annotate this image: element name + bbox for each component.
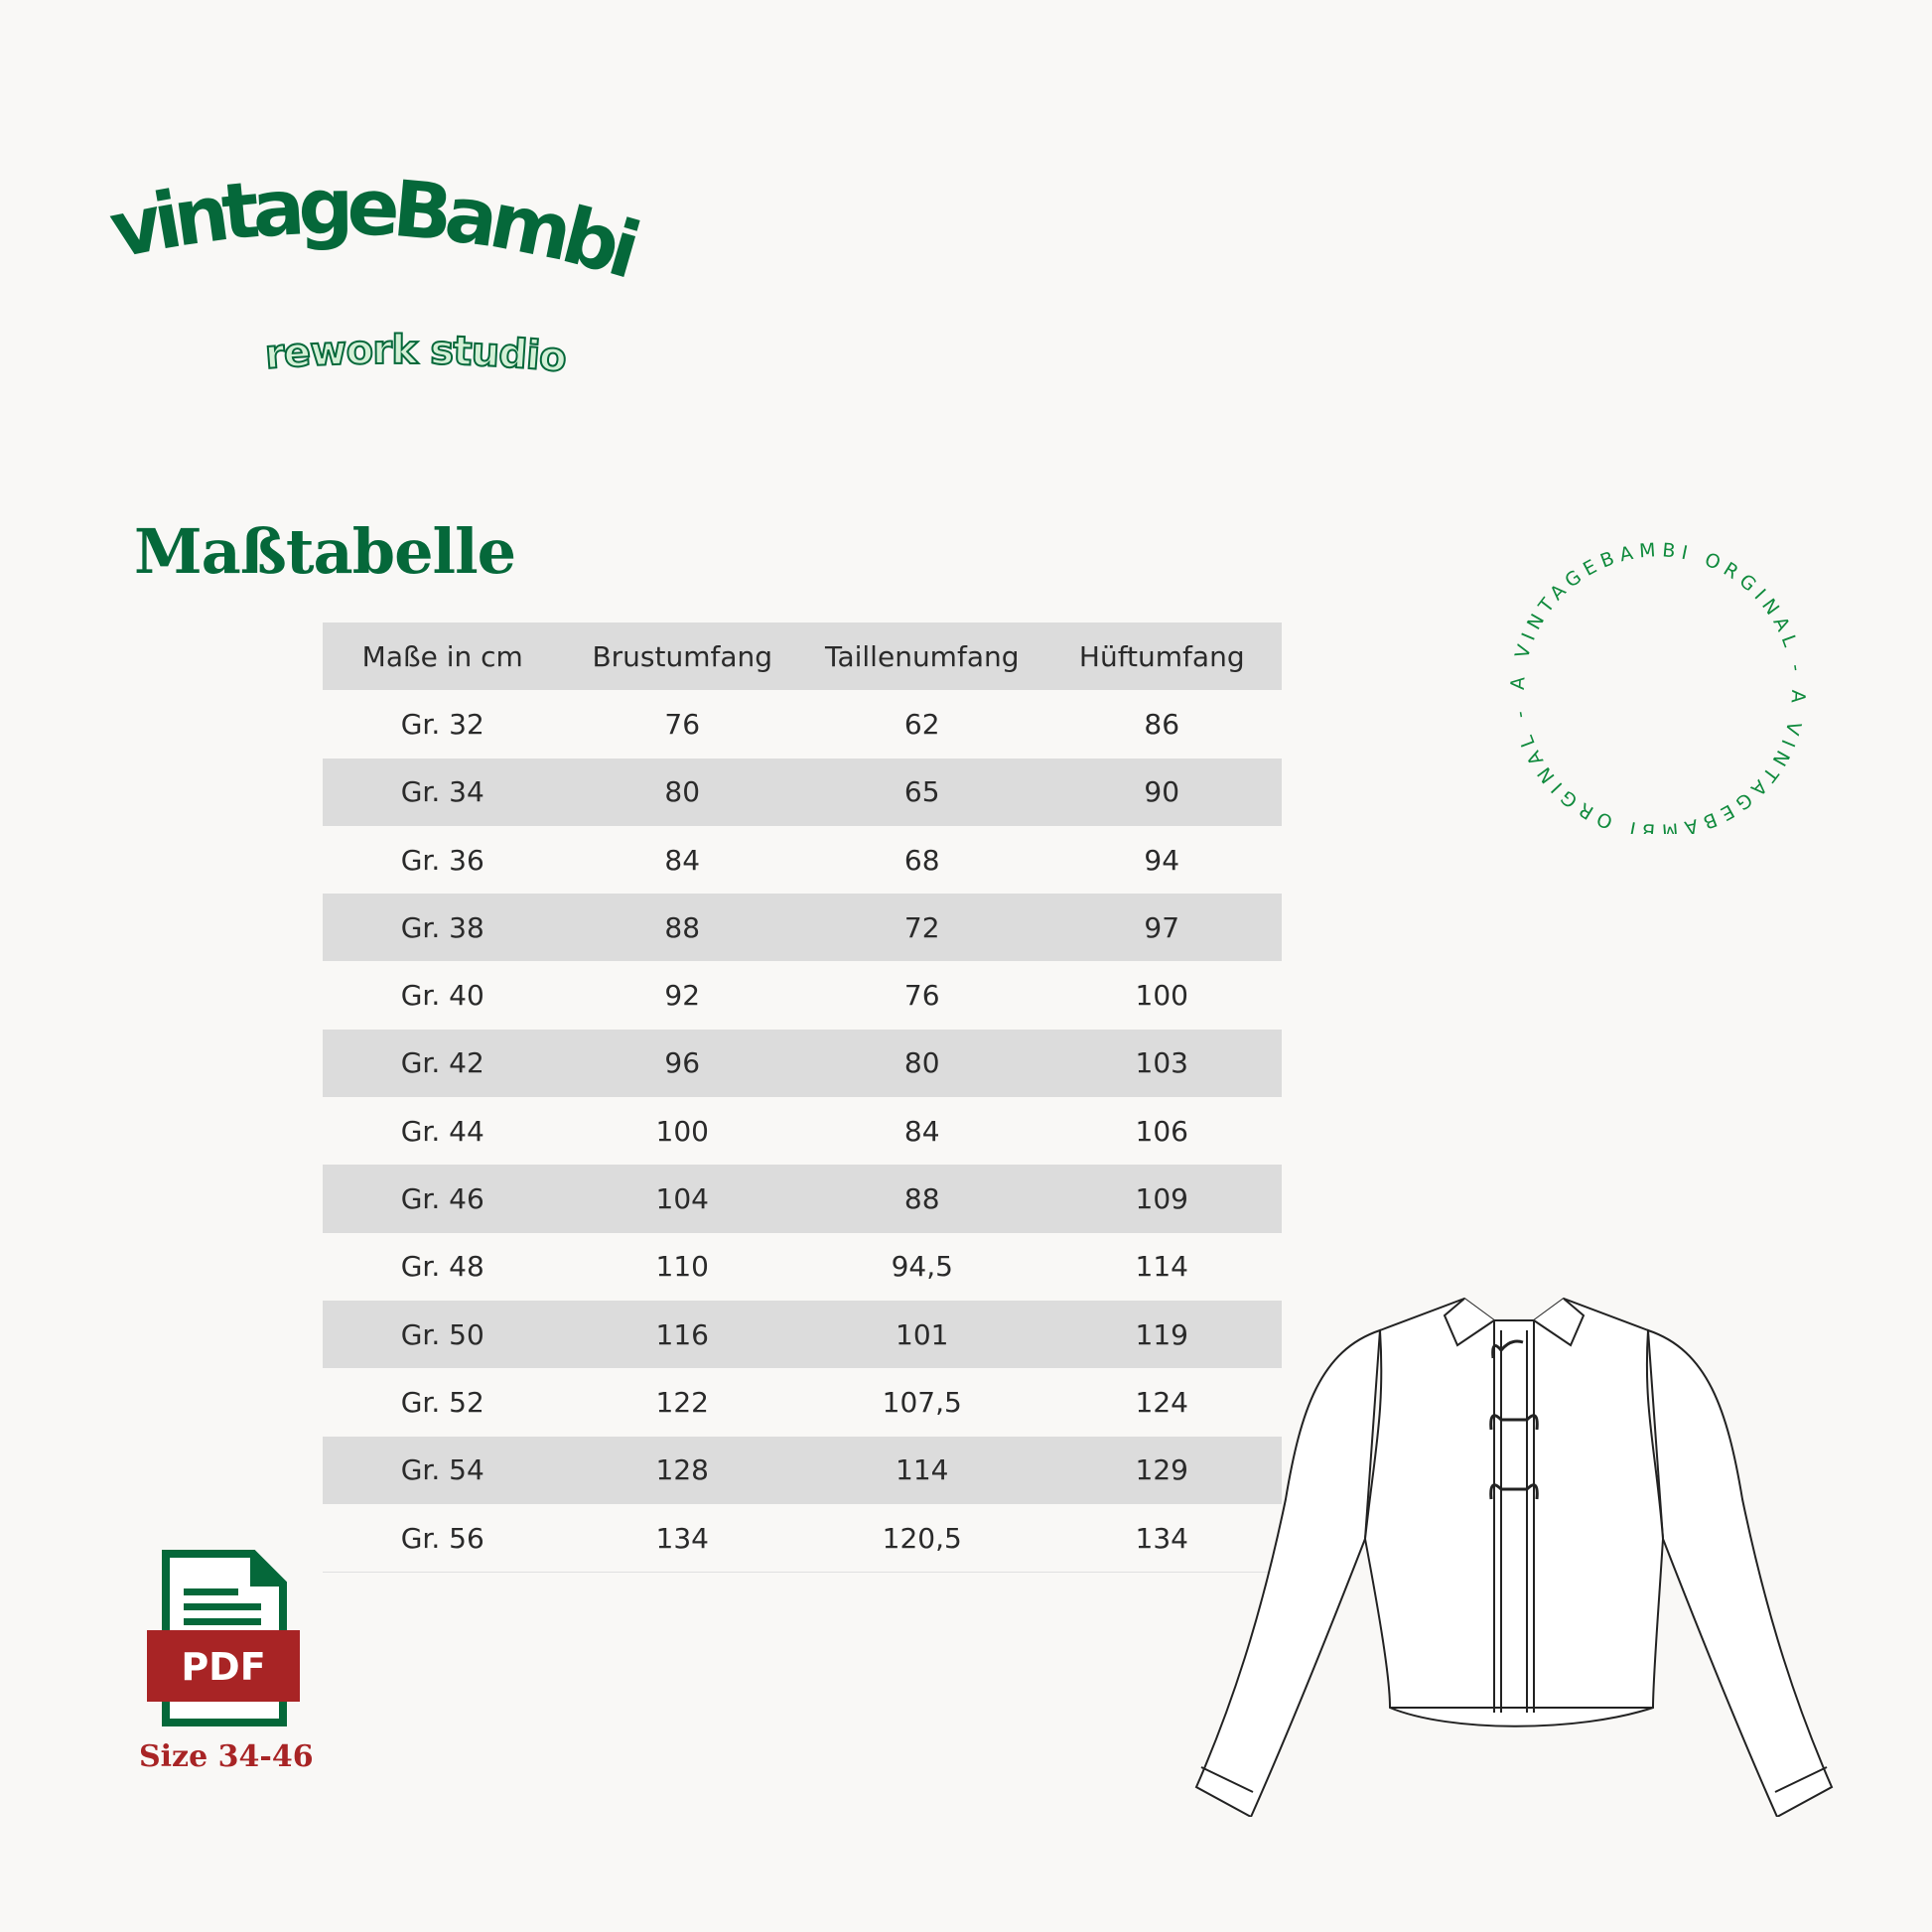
stamp-text: A VINTAGEBAMBI ORGINAL - A VINTAGEBAMBI …	[1507, 539, 1806, 834]
measurement-cell: 107,5	[882, 1385, 962, 1419]
table-row: Gr. 34 80 65 90	[323, 758, 1282, 826]
table-row: Gr. 54 128 114 129	[323, 1436, 1282, 1504]
measurement-cell: 65	[903, 775, 940, 809]
measurement-cell: 97	[1144, 910, 1180, 944]
measurement-cell: 62	[903, 707, 940, 741]
table-row: Gr. 56 134 120,5 134	[323, 1504, 1282, 1573]
measurement-cell: 128	[655, 1453, 709, 1487]
measurement-cell: 109	[1135, 1182, 1188, 1216]
size-cell: Gr. 42	[400, 1046, 484, 1080]
measurement-cell: 68	[903, 843, 940, 877]
measurement-cell: 80	[664, 775, 701, 809]
column-header: Hüftumfang	[1078, 639, 1245, 673]
measurement-cell: 88	[903, 1182, 940, 1216]
page-title: Maßtabelle	[134, 515, 516, 588]
pdf-file-icon: PDF	[147, 1550, 300, 1726]
size-cell: Gr. 56	[400, 1521, 484, 1555]
column-header: Maße in cm	[361, 639, 523, 673]
measurement-cell: 103	[1135, 1046, 1188, 1080]
svg-text:rework studio: rework studio	[263, 328, 567, 381]
measurement-cell: 96	[664, 1046, 701, 1080]
measurement-cell: 119	[1135, 1317, 1188, 1351]
vintagebambi-logo: vintageBambi	[103, 163, 650, 296]
logo-tagline: rework studio	[262, 327, 570, 382]
table-row: Gr. 42 96 80 103	[323, 1029, 1282, 1098]
logo-brand-text: vintageBambi	[103, 163, 650, 296]
size-cell: Gr. 40	[400, 979, 484, 1013]
size-cell: Gr. 46	[400, 1182, 484, 1216]
measurement-cell: 114	[1135, 1250, 1188, 1284]
measurement-cell: 90	[1144, 775, 1180, 809]
size-cell: Gr. 36	[400, 843, 484, 877]
measurement-cell: 124	[1135, 1385, 1188, 1419]
table-row: Gr. 52 122 107,5 124	[323, 1368, 1282, 1436]
pdf-label: PDF	[181, 1645, 265, 1689]
original-stamp: A VINTAGEBAMBI ORGINAL - A VINTAGEBAMBI …	[1507, 539, 1809, 834]
measurement-cell: 106	[1135, 1114, 1188, 1148]
measurement-cell: 84	[664, 843, 701, 877]
size-cell: Gr. 52	[400, 1385, 484, 1419]
size-table: Maße in cm Brustumfang Taillenumfang Hüf…	[323, 622, 1282, 1573]
measurement-cell: 76	[664, 707, 701, 741]
size-cell: Gr. 50	[400, 1317, 484, 1351]
measurement-cell: 114	[896, 1453, 949, 1487]
table-row: Gr. 50 116 101 119	[323, 1300, 1282, 1369]
table-row: Gr. 44 100 84 106	[323, 1097, 1282, 1165]
measurement-cell: 101	[896, 1317, 949, 1351]
table-row: Gr. 46 104 88 109	[323, 1165, 1282, 1233]
measurement-cell: 116	[655, 1317, 709, 1351]
size-cell: Gr. 44	[400, 1114, 484, 1148]
measurement-cell: 88	[664, 910, 701, 944]
measurement-cell: 86	[1144, 707, 1180, 741]
size-cell: Gr. 38	[400, 910, 484, 944]
measurement-cell: 122	[655, 1385, 709, 1419]
size-cell: Gr. 54	[400, 1453, 484, 1487]
table-row: Gr. 38 88 72 97	[323, 894, 1282, 962]
svg-text:vintageBambi: vintageBambi	[103, 163, 647, 296]
column-header: Taillenumfang	[825, 639, 1020, 673]
measurement-cell: 80	[903, 1046, 940, 1080]
size-cell: Gr. 48	[400, 1250, 484, 1284]
measurement-cell: 72	[903, 910, 940, 944]
measurement-cell: 134	[655, 1521, 709, 1555]
table-row: Gr. 36 84 68 94	[323, 826, 1282, 894]
measurement-cell: 120,5	[882, 1521, 962, 1555]
column-header: Brustumfang	[592, 639, 773, 673]
size-cell: Gr. 32	[400, 707, 484, 741]
size-range-caption: Size 34-46	[139, 1739, 314, 1774]
table-row: Gr. 40 92 76 100	[323, 961, 1282, 1029]
measurement-cell: 104	[655, 1182, 709, 1216]
measurement-cell: 92	[664, 979, 701, 1013]
measurement-cell: 100	[1135, 979, 1188, 1013]
measurement-cell: 110	[655, 1250, 709, 1284]
measurement-cell: 134	[1135, 1521, 1188, 1555]
jacket-illustration	[1194, 1297, 1834, 1817]
measurement-cell: 94	[1144, 843, 1180, 877]
svg-text:A VINTAGEBAMBI ORGINAL - A VIN: A VINTAGEBAMBI ORGINAL - A VINTAGEBAMBI …	[1507, 539, 1809, 834]
measurement-cell: 76	[903, 979, 940, 1013]
table-row: Gr. 32 76 62 86	[323, 690, 1282, 758]
table-row: Gr. 48 110 94,5 114	[323, 1233, 1282, 1301]
size-cell: Gr. 34	[400, 775, 484, 809]
logo-tagline-text: rework studio	[262, 327, 570, 382]
measurement-cell: 94,5	[891, 1250, 953, 1284]
measurement-cell: 129	[1135, 1453, 1188, 1487]
measurement-cell: 100	[655, 1114, 709, 1148]
measurement-cell: 84	[903, 1114, 940, 1148]
table-header-row: Maße in cm Brustumfang Taillenumfang Hüf…	[323, 622, 1282, 691]
